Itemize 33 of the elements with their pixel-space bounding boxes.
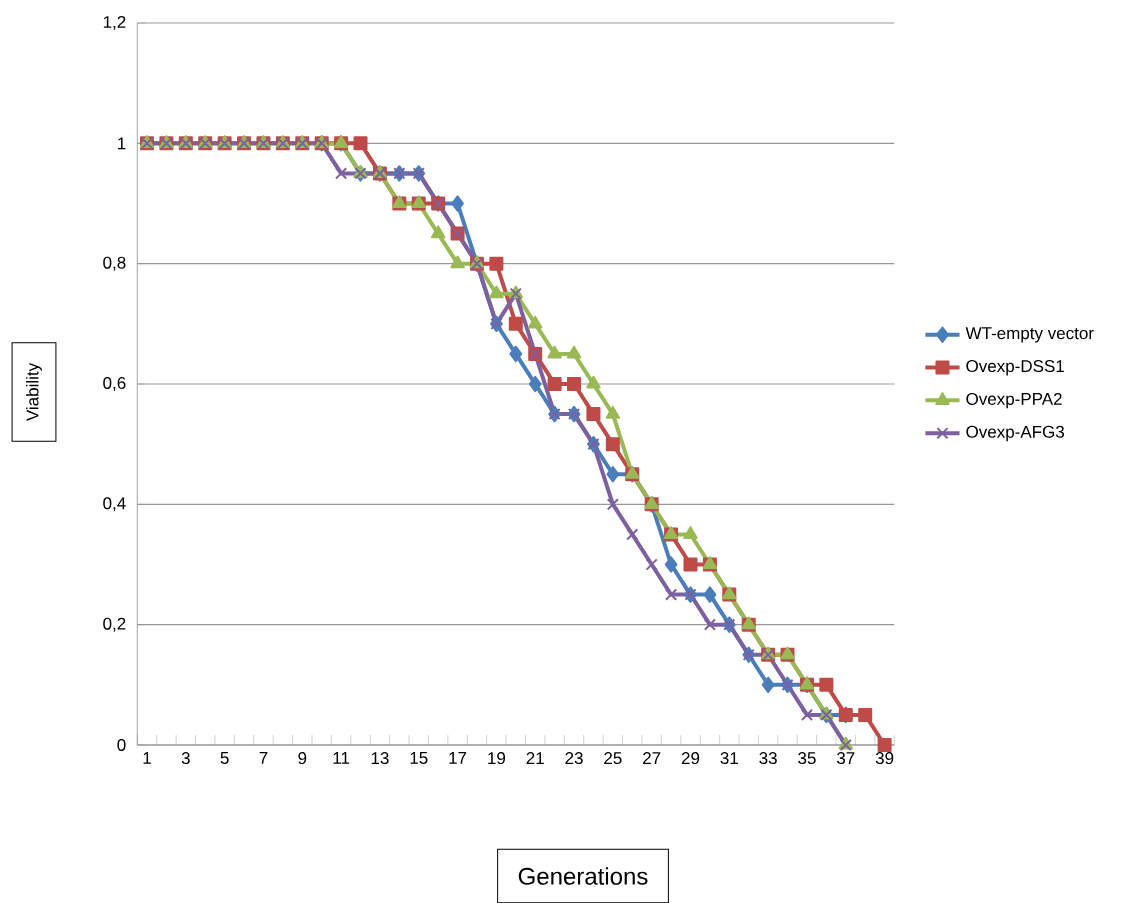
x-tick-label: 15 — [410, 751, 428, 764]
y-tick-label: 0,4 — [103, 497, 126, 512]
legend-label: Ovexp-AFG3 — [966, 425, 1065, 441]
x-tick-label: 39 — [875, 751, 894, 764]
x-tick-label: 37 — [836, 751, 855, 764]
x-tick-label: 11 — [333, 751, 350, 764]
y-tick-label: 1,2 — [103, 15, 126, 30]
x-tick-label: 21 — [526, 751, 544, 764]
x-tick-label: 3 — [181, 751, 190, 764]
x-tick-label: 5 — [220, 751, 229, 764]
x-tick-label: 23 — [565, 751, 583, 764]
x-tick-label: 13 — [371, 751, 389, 764]
y-tick-label: 0 — [117, 738, 126, 751]
x-tick-label: 7 — [259, 751, 268, 764]
x-tick-label: 27 — [643, 751, 661, 764]
x-tick-label: 9 — [298, 751, 307, 764]
x-tick-label: 29 — [681, 751, 700, 764]
x-tick-label: 1 — [143, 751, 151, 764]
y-tick-label: 0,6 — [103, 376, 126, 391]
y-tick-label: 1 — [118, 137, 126, 150]
y-tick-label: 0,8 — [103, 256, 126, 271]
legend-label: Ovexp-DSS1 — [966, 359, 1064, 376]
x-tick-label: 35 — [798, 751, 816, 764]
x-axis-title: Generations — [518, 867, 648, 885]
legend-label: WT-empty vector — [965, 327, 1094, 343]
x-tick-label: 17 — [449, 751, 467, 764]
x-tick-label: 31 — [720, 751, 738, 764]
x-tick-label: 25 — [604, 751, 622, 764]
y-axis-title: Viability — [26, 362, 42, 421]
legend-label: Ovexp-PPA2 — [966, 392, 1062, 409]
x-tick-label: 19 — [488, 751, 506, 764]
x-tick-label: 33 — [759, 751, 777, 764]
y-tick-label: 0,2 — [103, 617, 126, 632]
